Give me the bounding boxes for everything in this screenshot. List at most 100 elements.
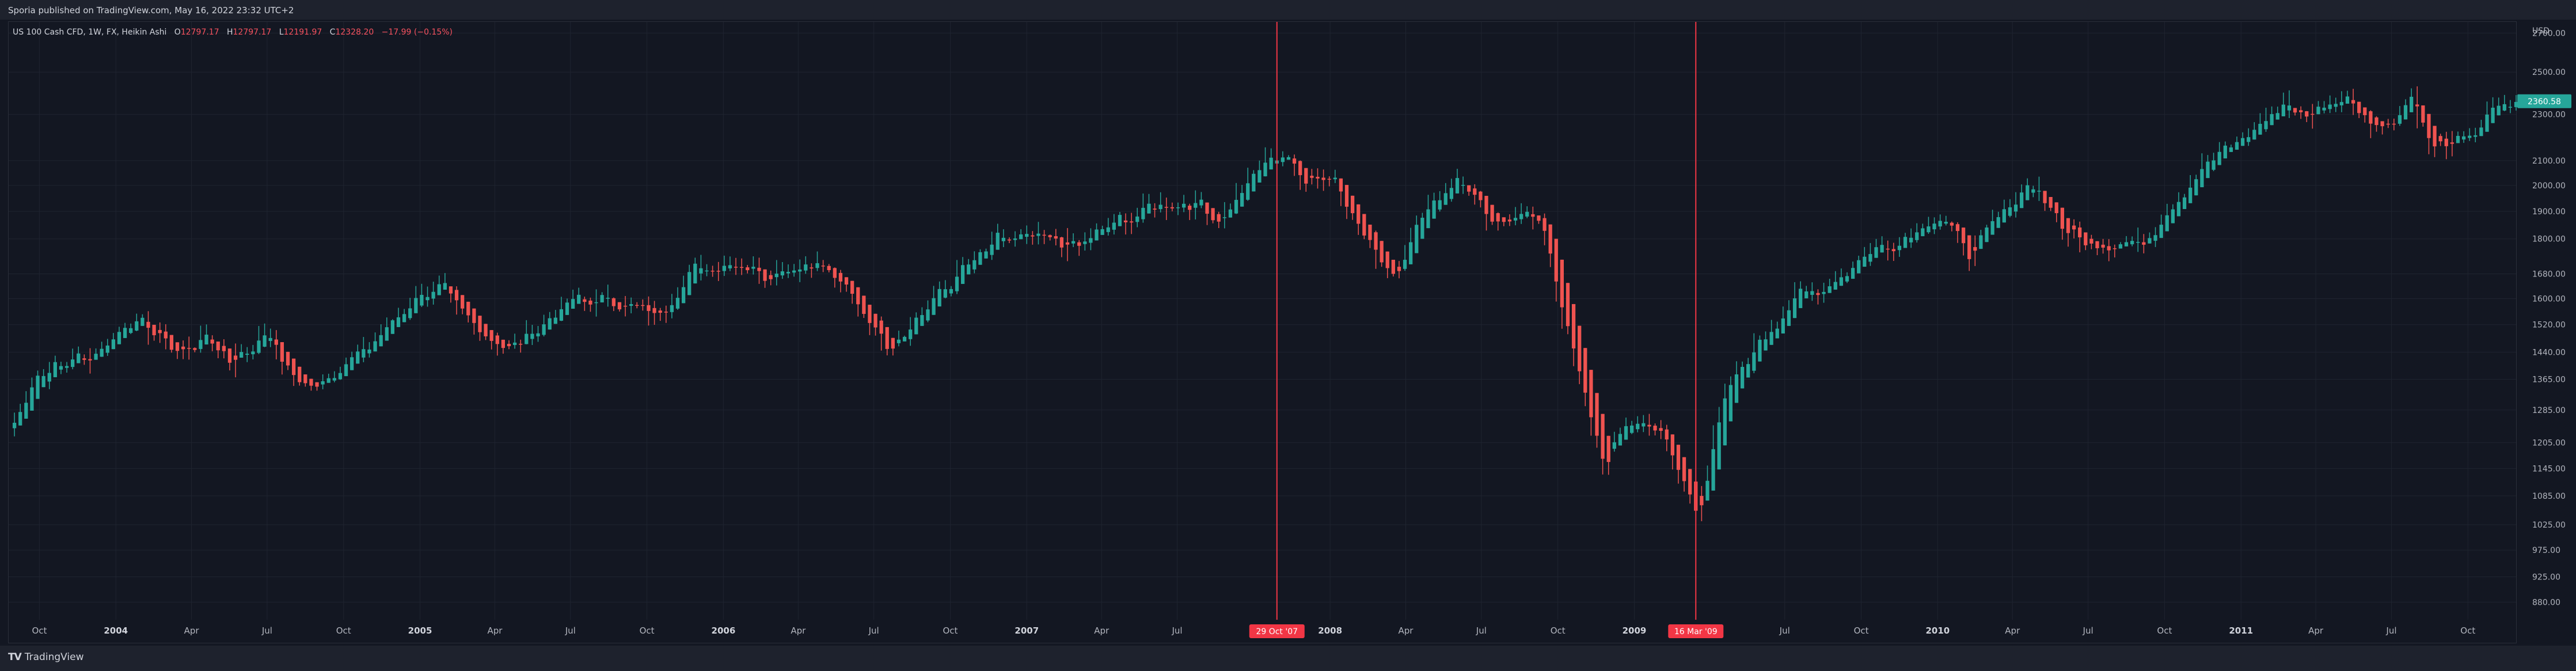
candle-body (59, 366, 63, 370)
candle-body (1443, 193, 1447, 205)
candle-body (2468, 135, 2472, 138)
candle-body (263, 335, 267, 347)
candle-body (909, 329, 913, 339)
candle-body (1130, 221, 1134, 223)
candle-body (94, 354, 98, 360)
candle-body (583, 299, 587, 302)
candle-body (1350, 195, 1355, 214)
candle-body (2479, 127, 2483, 137)
candle-body (1240, 193, 1244, 207)
price-tick-label: 1680.00 (2532, 270, 2566, 279)
candle-body (1845, 276, 1849, 282)
candle-body (1636, 423, 1640, 430)
candle-body (332, 378, 336, 381)
candle-body (728, 265, 732, 269)
candle-body (1874, 247, 1878, 258)
candle-body (1228, 209, 1233, 218)
candle-body (507, 343, 511, 347)
candle-body (1525, 211, 1529, 217)
candle-body (1281, 157, 1285, 162)
candle-body (1810, 291, 1814, 295)
brand-name: TradingView (24, 651, 84, 663)
candle-body (722, 266, 726, 271)
symbol-legend: US 100 Cash CFD, 1W, FX, Heikin Ashi O12… (13, 28, 453, 37)
candle-body (1601, 414, 1605, 459)
candle-body (2433, 126, 2437, 147)
candle-body (1153, 208, 1157, 210)
candle-body (1164, 207, 1168, 208)
price-tick-label: 925.00 (2532, 573, 2560, 582)
candle-body (1985, 228, 1989, 242)
candle-body (454, 290, 459, 301)
candle-body (408, 308, 412, 319)
candle-body (1629, 425, 1634, 433)
publisher-line: Sporia published on TradingView.com, May… (8, 5, 294, 16)
candle-body (1112, 222, 1116, 230)
candle-body (1618, 434, 1623, 446)
candle-body (1746, 364, 1750, 378)
candle-body (885, 327, 889, 349)
candle-body (420, 294, 424, 306)
candle-body (2043, 191, 2047, 203)
candle-body (2293, 108, 2297, 113)
candle-body (833, 268, 837, 278)
candle-body (1502, 217, 1506, 222)
candle-body (1670, 434, 1674, 456)
candle-body (495, 335, 499, 344)
candle-body (1897, 245, 1902, 251)
candle-body (949, 289, 953, 294)
candle-body (1927, 226, 1931, 233)
time-tick-label: Jul (565, 625, 576, 636)
candle-body (1799, 289, 1803, 308)
time-tick-label: Jul (2385, 625, 2396, 636)
candle-body (571, 299, 575, 309)
time-tick-label: 2004 (104, 625, 128, 636)
candle-body (1554, 238, 1558, 282)
price-tick-label: 2300.00 (2532, 111, 2566, 120)
candle-body (1118, 215, 1122, 226)
candle-body (2223, 145, 2227, 159)
time-tick-label: Apr (1399, 625, 1414, 636)
tradingview-brand[interactable]: TV TradingView (8, 651, 83, 663)
candle-body (1705, 480, 1709, 501)
candle-body (2013, 204, 2018, 212)
candle-body (2258, 124, 2262, 135)
candle-body (2130, 241, 2134, 245)
candle-body (2031, 189, 2035, 193)
candle-body (362, 349, 366, 358)
candle-body (1734, 374, 1739, 403)
candle-body (617, 302, 622, 310)
candle-body (1781, 318, 1785, 334)
price-tick-label: 1520.00 (2532, 321, 2566, 330)
candle-body (1077, 242, 1081, 246)
candle-body (1019, 234, 1023, 240)
candle-body (240, 352, 244, 358)
price-scale[interactable] (2517, 21, 2576, 643)
candle-body (763, 269, 767, 281)
candle-body (1665, 429, 1669, 439)
candle-body (1013, 238, 1017, 240)
candle-body (227, 348, 232, 363)
candle-body (705, 270, 709, 272)
candle-body (222, 346, 226, 351)
candle-body (594, 302, 598, 304)
candle-body (786, 272, 791, 274)
date-markers: 29 Oct '07 16 Mar '09 (1249, 22, 1724, 638)
candle-body (129, 328, 133, 333)
candle-body (280, 342, 284, 362)
candle-body (932, 298, 936, 315)
time-tick-label: Apr (1094, 625, 1110, 636)
chart-pane[interactable] (8, 21, 2517, 643)
candle-body (810, 267, 814, 269)
candle-body (623, 305, 628, 307)
candle-body (1909, 237, 1913, 242)
candle-body (1095, 229, 1099, 241)
candle-body (647, 305, 651, 311)
candle-body (1653, 426, 1657, 431)
candle-body (2392, 123, 2396, 125)
candle-body (2194, 179, 2198, 196)
candle-body (1595, 393, 1599, 436)
candle-body (2270, 114, 2274, 126)
candle-body (1205, 202, 1209, 214)
candle-body (896, 339, 901, 343)
